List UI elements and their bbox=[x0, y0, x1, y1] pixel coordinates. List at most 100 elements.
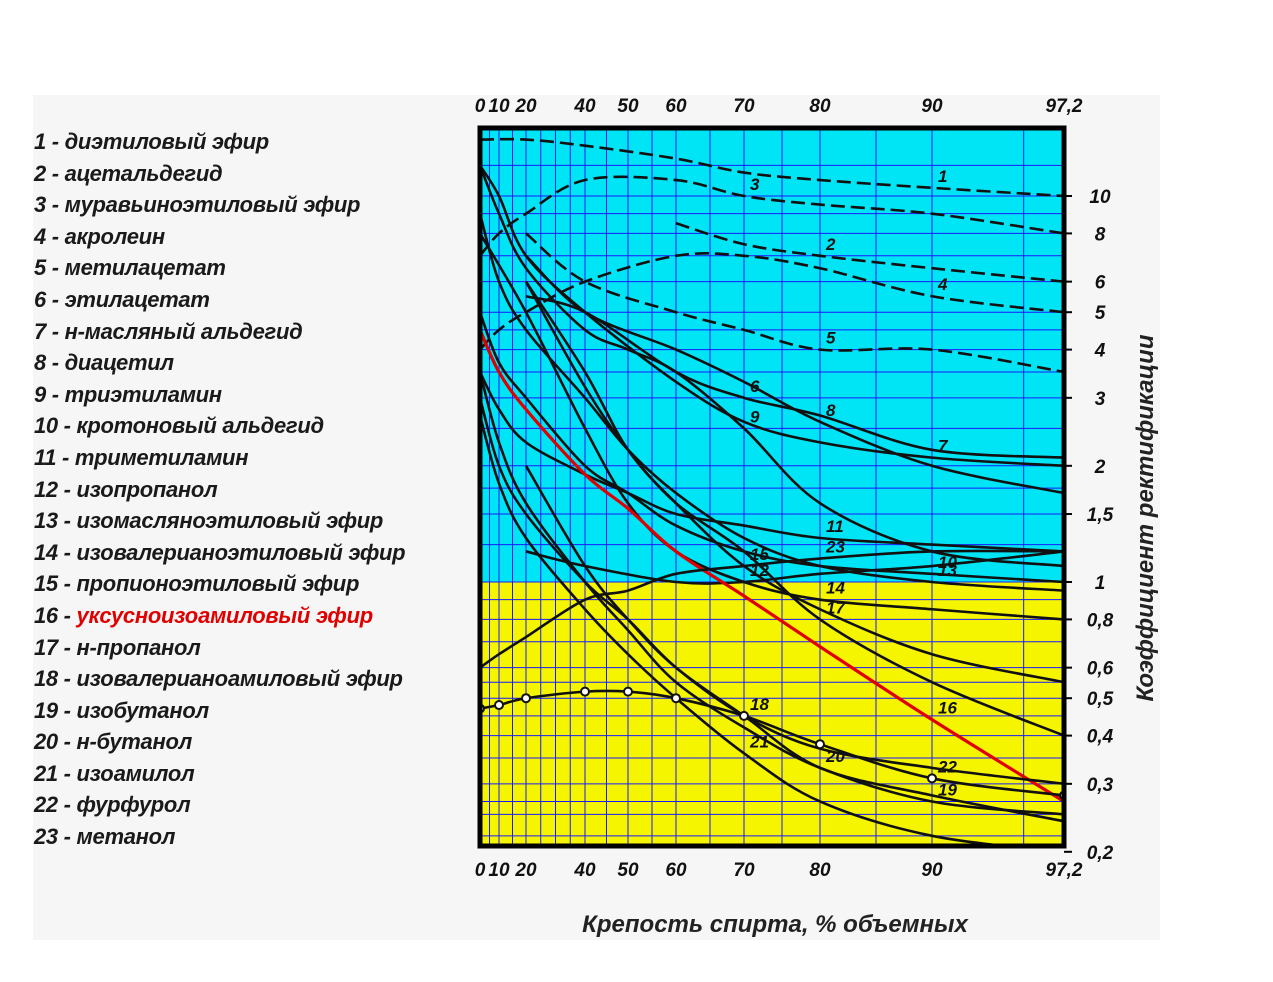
curve-7 bbox=[480, 164, 1064, 468]
legend-item: 6 - этилацетат bbox=[34, 284, 405, 316]
legend-separator: - bbox=[57, 539, 77, 565]
legend-number: 15 bbox=[34, 571, 58, 597]
legend-item: 5 - метилацетат bbox=[34, 252, 405, 284]
x-tick-label-bottom: 20 bbox=[514, 860, 537, 881]
curve-label: 18 bbox=[750, 695, 769, 714]
x-tick-label-top: 0 bbox=[475, 96, 486, 117]
legend-number: 18 bbox=[34, 666, 58, 692]
curve-label: 3 bbox=[750, 175, 760, 194]
curve-label: 16 bbox=[938, 699, 957, 718]
legend-number: 6 bbox=[34, 286, 46, 312]
y-tick-label: 3 bbox=[1095, 389, 1106, 410]
curve-17 bbox=[524, 280, 1064, 737]
legend-label: метанол bbox=[76, 824, 176, 850]
curve-label: 7 bbox=[938, 437, 949, 456]
legend-label: триметиламин bbox=[74, 444, 249, 470]
legend-item: 3 - муравьиноэтиловый эфир bbox=[34, 189, 405, 221]
legend-label: н-бутанол bbox=[76, 729, 193, 755]
curve-label: 21 bbox=[749, 732, 769, 751]
legend-number: 7 bbox=[34, 318, 46, 344]
plot-frame bbox=[477, 125, 1067, 849]
curve-11 bbox=[480, 371, 1064, 553]
y-tick-label: 0,8 bbox=[1087, 610, 1114, 631]
curve-label: 20 bbox=[825, 747, 845, 766]
legend-separator: - bbox=[45, 129, 65, 154]
legend-number: 12 bbox=[34, 476, 58, 502]
x-tick-label-top: 20 bbox=[514, 96, 537, 117]
legend-item: 21 - изоамилол bbox=[34, 758, 405, 790]
x-tick-label-top: 60 bbox=[665, 96, 687, 117]
legend-separator: - bbox=[45, 286, 65, 312]
legend-label: муравьиноэтиловый эфир bbox=[64, 192, 361, 218]
legend-number: 4 bbox=[34, 223, 46, 249]
y-tick-label: 4 bbox=[1094, 341, 1106, 362]
curve-label: 9 bbox=[750, 407, 760, 426]
y-tick-label: 0,4 bbox=[1087, 727, 1114, 748]
y-axis-title: Коэффициент ректификации bbox=[1132, 334, 1159, 701]
curve-label: 19 bbox=[938, 780, 957, 799]
legend-label: диацетил bbox=[64, 350, 174, 376]
legend-label: этилацетат bbox=[64, 286, 210, 312]
legend-item: 16 - уксусноизоамиловый эфир bbox=[34, 600, 405, 632]
curve-label: 14 bbox=[826, 579, 845, 598]
y-tick-label: 10 bbox=[1089, 187, 1111, 208]
legend-separator: - bbox=[45, 318, 65, 344]
x-tick-label-bottom: 97,2 bbox=[1046, 860, 1083, 881]
curve-8 bbox=[525, 254, 1064, 495]
y-tick-label: 0,3 bbox=[1087, 775, 1114, 796]
y-tick-label: 6 bbox=[1095, 273, 1106, 294]
legend-number: 9 bbox=[34, 381, 46, 407]
legend-label: ацетальдегид bbox=[64, 160, 223, 186]
curve-20 bbox=[524, 465, 1064, 823]
legend-separator: - bbox=[45, 192, 65, 218]
legend-label: изобутанол bbox=[76, 697, 210, 723]
legend-number: 10 bbox=[34, 413, 58, 439]
curve-23 bbox=[480, 549, 1064, 669]
legend-number: 14 bbox=[34, 539, 58, 565]
legend-separator: - bbox=[57, 571, 77, 597]
x-tick-label-bottom: 60 bbox=[665, 860, 687, 881]
legend-separator: - bbox=[57, 413, 77, 439]
legend-label: н-масляный альдегид bbox=[64, 318, 303, 344]
x-tick-label-bottom: 10 bbox=[488, 860, 510, 881]
legend-label: изопропанол bbox=[76, 476, 218, 502]
legend-separator: - bbox=[57, 666, 77, 692]
x-tick-label-bottom: 90 bbox=[921, 860, 943, 881]
legend-separator: - bbox=[57, 824, 77, 850]
legend-number: 11 bbox=[34, 444, 57, 470]
legend-label: пропионоэтиловый эфир bbox=[76, 571, 360, 597]
legend-number: 20 bbox=[34, 729, 58, 755]
legend-number: 19 bbox=[34, 697, 58, 723]
legend-separator: - bbox=[57, 792, 77, 818]
legend-item: 8 - диацетил bbox=[34, 347, 405, 379]
legend-number: 17 bbox=[34, 634, 58, 660]
legend-item: 4 - акролеин bbox=[34, 221, 405, 253]
curve-4 bbox=[480, 252, 1064, 351]
curve-22-marker bbox=[521, 693, 531, 704]
legend-separator: - bbox=[45, 255, 65, 281]
legend-separator: - bbox=[57, 634, 77, 660]
legend-item: 9 - триэтиламин bbox=[34, 379, 405, 411]
legend-label: триэтиламин bbox=[64, 381, 223, 407]
curve-label: 8 bbox=[826, 401, 836, 420]
legend-number: 13 bbox=[34, 508, 58, 534]
legend-separator: - bbox=[57, 602, 77, 628]
y-tick-label: 1,5 bbox=[1087, 505, 1114, 526]
y-tick-label: 8 bbox=[1095, 224, 1106, 245]
y-tick-label: 5 bbox=[1095, 303, 1106, 324]
curve-13 bbox=[480, 213, 1064, 592]
x-tick-label-bottom: 40 bbox=[573, 860, 596, 881]
curve-label: 11 bbox=[826, 517, 844, 536]
curve-22-marker bbox=[739, 710, 749, 721]
legend-number: 8 bbox=[34, 350, 46, 376]
curve-label: 10 bbox=[938, 553, 957, 572]
legend-item: 23 - метанол bbox=[34, 821, 405, 853]
x-ticks-bottom: 0 10 20 40 50 60 70 80 90 97,2 bbox=[475, 860, 1083, 881]
legend-label: н-пропанол bbox=[76, 634, 201, 660]
curve-22-marker bbox=[580, 686, 590, 697]
y-ticks: 10 8 6 5 4 3 2 1,5 1 0,8 0,6 0,5 0,4 0,3 0,2 bbox=[1064, 187, 1114, 864]
legend-number: 5 bbox=[34, 255, 46, 281]
curve-label: 12 bbox=[750, 561, 769, 580]
x-tick-label-bottom: 80 bbox=[809, 860, 831, 881]
